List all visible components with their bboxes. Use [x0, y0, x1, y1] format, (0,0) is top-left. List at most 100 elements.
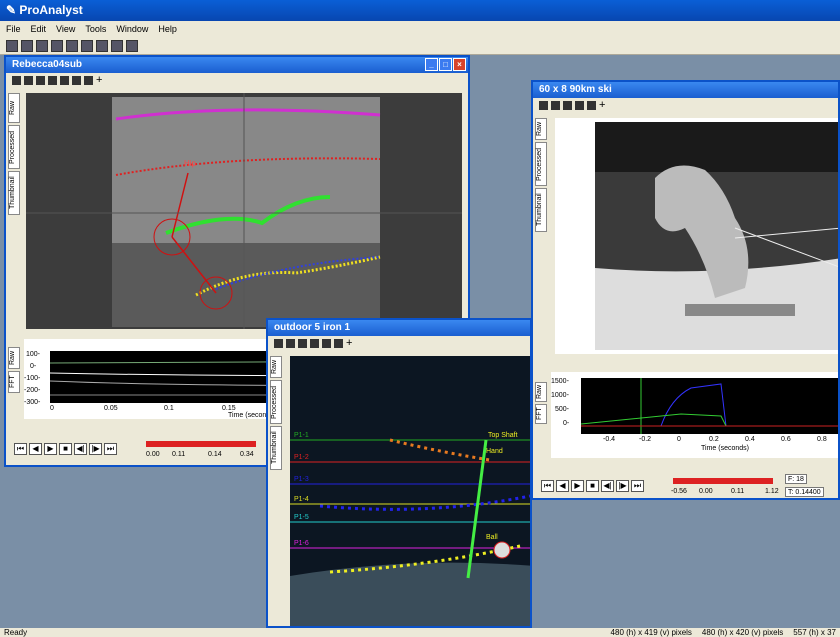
- play-button[interactable]: ▶: [44, 443, 57, 455]
- video-overlay: [290, 438, 530, 626]
- tab-raw[interactable]: Raw: [8, 93, 20, 123]
- video-overlay: [26, 93, 462, 329]
- x-tick: 0.6: [781, 436, 791, 443]
- marker-label-hip: Hip: [184, 159, 197, 168]
- menu-file[interactable]: File: [6, 24, 21, 34]
- stop-button[interactable]: ■: [59, 443, 72, 455]
- tool-icon[interactable]: [24, 75, 33, 85]
- tool-icon[interactable]: [334, 338, 343, 348]
- crosshair-icon[interactable]: +: [96, 74, 103, 86]
- play-button[interactable]: ▶: [571, 480, 584, 492]
- tool-icon[interactable]: [310, 338, 319, 348]
- video-view[interactable]: P1-1 P1-2 P1-3 P1-4 P1-5 P1-6 Top Shaft …: [290, 356, 530, 626]
- stop-button[interactable]: ■: [586, 480, 599, 492]
- export-icon[interactable]: [66, 40, 78, 52]
- crosshair-icon[interactable]: +: [599, 99, 606, 111]
- tool-icon[interactable]: [286, 338, 295, 348]
- help-icon[interactable]: [96, 40, 108, 52]
- tool-icon[interactable]: [274, 338, 283, 348]
- window-title-bar[interactable]: outdoor 5 iron 1: [268, 320, 530, 336]
- tool-icon[interactable]: [60, 75, 69, 85]
- close-button[interactable]: ×: [453, 58, 466, 71]
- y-tick: 0-: [30, 363, 37, 370]
- save-icon[interactable]: [21, 40, 33, 52]
- marker-label: Hand: [486, 448, 503, 455]
- tool-icon[interactable]: [84, 75, 93, 85]
- tool-icon[interactable]: [48, 75, 57, 85]
- tool-icon[interactable]: [72, 75, 81, 85]
- maximize-button[interactable]: □: [439, 58, 452, 71]
- line-label: P1-1: [294, 432, 309, 439]
- crosshair-icon[interactable]: +: [346, 337, 353, 349]
- save-all-icon[interactable]: [36, 40, 48, 52]
- status-size: 480 (h) x 420 (v) pixels: [701, 628, 784, 637]
- status-size: 480 (h) x 419 (v) pixels: [610, 628, 692, 637]
- time-scrubber[interactable]: [673, 478, 773, 484]
- line-label: P1-2: [294, 454, 309, 461]
- y-tick: -100-: [24, 375, 41, 382]
- y-tick: -300-: [24, 399, 41, 406]
- menu-window[interactable]: Window: [116, 24, 149, 34]
- window-title-bar[interactable]: 60 x 8 90km ski: [533, 82, 838, 98]
- tab-graph-raw[interactable]: Raw: [8, 347, 20, 369]
- tool-icon[interactable]: [563, 100, 572, 110]
- x-tick: 0: [677, 436, 681, 443]
- menu-edit[interactable]: Edit: [30, 24, 47, 34]
- tab-raw[interactable]: Raw: [270, 356, 282, 378]
- tool-icon[interactable]: [36, 75, 45, 85]
- tool-icon[interactable]: [551, 100, 560, 110]
- prev-button[interactable]: ◀: [29, 443, 42, 455]
- tool-icon[interactable]: [539, 100, 548, 110]
- tab-graph-fft[interactable]: FFT: [8, 371, 20, 393]
- window-toolbar: +: [6, 73, 468, 87]
- time-field[interactable]: T: 0.14400: [785, 487, 824, 497]
- window-title: 60 x 8 90km ski: [539, 84, 612, 95]
- tab-thumbnail[interactable]: Thumbnail: [535, 188, 547, 232]
- x-tick: 0.8: [817, 436, 827, 443]
- tab-processed[interactable]: Processed: [535, 142, 547, 186]
- tab-thumbnail[interactable]: Thumbnail: [270, 426, 282, 470]
- tab-graph-raw[interactable]: Raw: [535, 382, 547, 402]
- x-axis-label: Time (seconds): [228, 412, 276, 419]
- filter-icon[interactable]: [126, 40, 138, 52]
- tool-icon[interactable]: [298, 338, 307, 348]
- x-axis-label: Time (seconds): [701, 445, 749, 452]
- tab-thumbnail[interactable]: Thumbnail: [8, 171, 20, 215]
- tab-raw[interactable]: Raw: [535, 118, 547, 140]
- scrub-label: 0.14: [208, 451, 222, 458]
- window-title-bar[interactable]: Rebecca04sub _ □ ×: [6, 57, 468, 73]
- status-text: Ready: [4, 628, 28, 637]
- tab-graph-fft[interactable]: FFT: [535, 404, 547, 424]
- menu-view[interactable]: View: [56, 24, 76, 34]
- y-tick: 100-: [26, 351, 41, 358]
- first-frame-button[interactable]: ⏮: [14, 443, 27, 455]
- print-icon[interactable]: [51, 40, 63, 52]
- first-frame-button[interactable]: ⏮: [541, 480, 554, 492]
- tab-processed[interactable]: Processed: [8, 125, 20, 169]
- last-frame-button[interactable]: ⏭: [631, 480, 644, 492]
- tool-icon[interactable]: [575, 100, 584, 110]
- grid-icon[interactable]: [111, 40, 123, 52]
- scrub-label: 0.00: [699, 488, 713, 495]
- menu-help[interactable]: Help: [158, 24, 177, 34]
- menu-tools[interactable]: Tools: [85, 24, 107, 34]
- time-scrubber[interactable]: [146, 441, 256, 447]
- step-forward-button[interactable]: |▶: [89, 443, 102, 455]
- tool-icon[interactable]: [12, 75, 21, 85]
- tool-icon[interactable]: [322, 338, 331, 348]
- frame-field[interactable]: F: 18: [785, 474, 807, 484]
- video-view[interactable]: Hip: [26, 93, 462, 329]
- step-back-button[interactable]: ◀|: [74, 443, 87, 455]
- tab-processed[interactable]: Processed: [270, 380, 282, 424]
- tool-icon[interactable]: [587, 100, 596, 110]
- graph-plot[interactable]: [580, 378, 838, 434]
- step-back-button[interactable]: ◀|: [601, 480, 614, 492]
- minimize-button[interactable]: _: [425, 58, 438, 71]
- last-frame-button[interactable]: ⏭: [104, 443, 117, 455]
- copy-icon[interactable]: [81, 40, 93, 52]
- prev-button[interactable]: ◀: [556, 480, 569, 492]
- video-view[interactable]: [555, 118, 838, 354]
- scrub-label: 0.00: [146, 451, 160, 458]
- open-icon[interactable]: [6, 40, 18, 52]
- step-forward-button[interactable]: |▶: [616, 480, 629, 492]
